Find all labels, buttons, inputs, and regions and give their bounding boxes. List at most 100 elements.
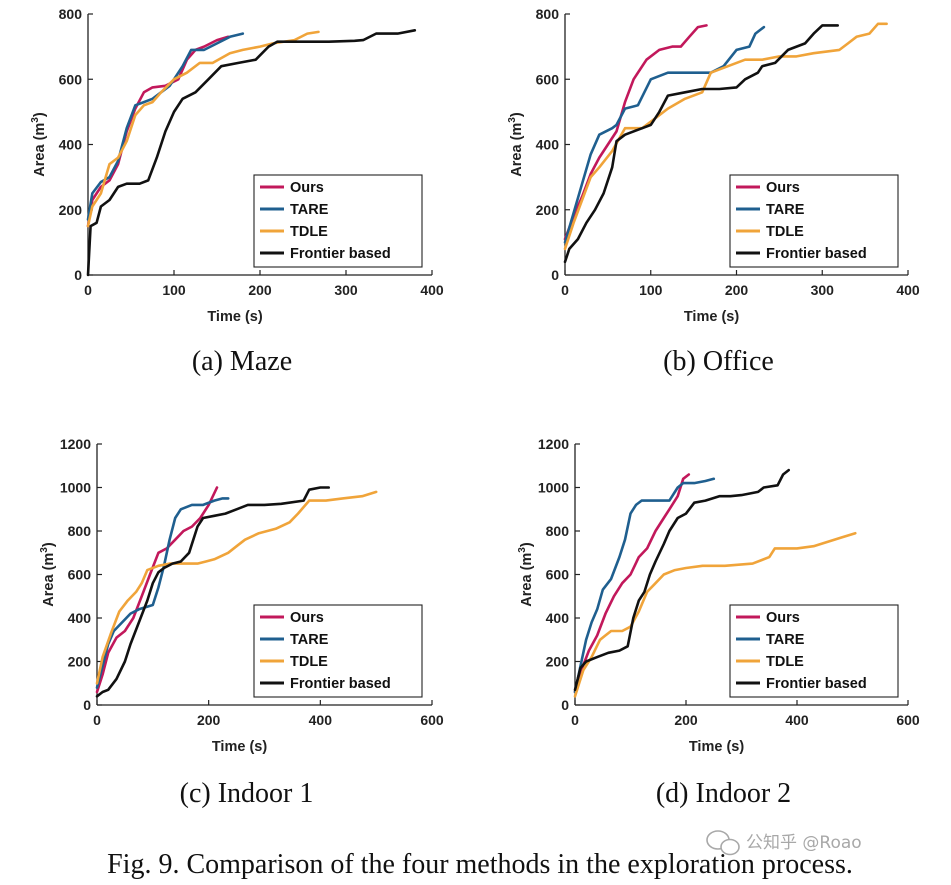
- watermark-text: 公知乎 @Roao: [746, 833, 862, 853]
- y-axis-label-superscript: 3: [39, 547, 50, 553]
- y-tick-label: 800: [68, 523, 92, 539]
- legend-label: Ours: [766, 610, 800, 626]
- x-axis-label: Time (s): [684, 309, 740, 325]
- y-axis-label-superscript: 3: [517, 547, 528, 553]
- y-tick-label: 800: [536, 6, 560, 22]
- legend-label: Ours: [290, 180, 324, 196]
- y-axis-label-close: ): [32, 112, 48, 117]
- series-line-ours: [86, 35, 230, 228]
- legend-label: Frontier based: [766, 676, 867, 692]
- series-line-frontier-based: [95, 486, 330, 698]
- series-line-frontier-based: [86, 29, 417, 277]
- wechat-icon: [706, 830, 740, 856]
- legend-label: TARE: [290, 632, 329, 648]
- y-tick-label: 0: [83, 697, 91, 713]
- y-axis-label-text: Area (m: [509, 123, 525, 177]
- series-line-tare: [86, 32, 245, 221]
- x-tick-label: 600: [420, 712, 444, 728]
- legend-label: TDLE: [766, 654, 804, 670]
- series-line-tdle: [563, 22, 888, 251]
- legend-label: Frontier based: [290, 676, 391, 692]
- series-line-tdle: [573, 531, 857, 698]
- legend-label: TARE: [290, 202, 329, 218]
- x-tick-label: 0: [93, 712, 101, 728]
- y-axis-label-close: ): [41, 542, 57, 547]
- series-line-ours: [563, 24, 708, 241]
- x-tick-label: 200: [725, 282, 749, 298]
- series-line-tare: [573, 477, 716, 694]
- subcaption: (b) Office: [663, 346, 774, 377]
- series-line-tare: [95, 497, 230, 689]
- legend-label: TDLE: [290, 224, 328, 240]
- y-axis-label-text: Area (m: [41, 553, 57, 607]
- y-tick-label: 600: [536, 71, 560, 87]
- subcaption: (c) Indoor 1: [180, 778, 314, 809]
- x-axis-label: Time (s): [212, 739, 268, 755]
- chart-office: 0 100 200 300 400 0 200 400 600 800 Time (s) Area (…: [507, 6, 920, 377]
- x-tick-label: 400: [785, 712, 809, 728]
- y-tick-label: 200: [536, 202, 560, 218]
- y-axis-label-close: ): [509, 112, 525, 117]
- legend-label: Ours: [766, 180, 800, 196]
- chart-indoor-2: 0 200 400 600 0 200 400 600 800 1000 1200 Time (s) A…: [517, 436, 920, 809]
- legend-label: TDLE: [290, 654, 328, 670]
- y-axis-label-close: ): [519, 542, 535, 547]
- y-tick-label: 0: [561, 697, 569, 713]
- x-tick-label: 400: [896, 282, 920, 298]
- y-tick-label: 400: [68, 610, 92, 626]
- y-tick-label: 800: [546, 523, 570, 539]
- chart-maze: 0 100 200 300 400 0 200 400 600 800 Time (s) Area (…: [30, 6, 444, 377]
- x-tick-label: 300: [811, 282, 835, 298]
- y-tick-label: 0: [74, 267, 82, 283]
- x-tick-label: 0: [84, 282, 92, 298]
- y-tick-label: 200: [59, 202, 83, 218]
- y-axis-label-superscript: 3: [30, 117, 41, 123]
- y-axis-label: Area (m3): [517, 542, 535, 607]
- y-tick-label: 200: [546, 654, 570, 670]
- y-axis-label: Area (m3): [507, 112, 525, 177]
- y-tick-label: 400: [59, 137, 83, 153]
- y-axis-label-text: Area (m: [32, 123, 48, 177]
- x-tick-label: 400: [309, 712, 333, 728]
- x-tick-label: 100: [639, 282, 663, 298]
- y-axis-label-text: Area (m: [519, 553, 535, 607]
- y-axis-label-superscript: 3: [507, 117, 518, 123]
- series-line-frontier-based: [573, 468, 790, 692]
- series-line-ours: [95, 486, 219, 694]
- y-tick-label: 400: [546, 610, 570, 626]
- x-tick-label: 300: [334, 282, 358, 298]
- y-tick-label: 600: [546, 567, 570, 583]
- legend-label: Ours: [290, 610, 324, 626]
- x-tick-label: 200: [248, 282, 272, 298]
- y-tick-label: 1000: [60, 480, 91, 496]
- series-line-frontier-based: [563, 24, 839, 264]
- y-axis-label: Area (m3): [30, 112, 48, 177]
- x-axis-label: Time (s): [207, 309, 263, 325]
- x-axis-label: Time (s): [689, 739, 745, 755]
- x-tick-label: 200: [197, 712, 221, 728]
- y-tick-label: 600: [59, 71, 83, 87]
- y-tick-label: 200: [68, 654, 92, 670]
- y-tick-label: 1200: [60, 436, 91, 452]
- legend-label: Frontier based: [290, 246, 391, 262]
- x-tick-label: 400: [420, 282, 444, 298]
- x-tick-label: 200: [674, 712, 698, 728]
- series-line-ours: [573, 473, 691, 694]
- y-tick-label: 1200: [538, 436, 569, 452]
- x-tick-label: 600: [896, 712, 920, 728]
- y-axis-label: Area (m3): [39, 542, 57, 607]
- y-tick-label: 800: [59, 6, 83, 22]
- legend-label: TARE: [766, 632, 805, 648]
- y-tick-label: 600: [68, 567, 92, 583]
- x-tick-label: 0: [561, 282, 569, 298]
- y-tick-label: 0: [551, 267, 559, 283]
- watermark: 公知乎 @Roao: [706, 830, 862, 856]
- legend-label: TDLE: [766, 224, 804, 240]
- legend-label: TARE: [766, 202, 805, 218]
- figure-caption: Fig. 9. Comparison of the four methods i…: [107, 849, 853, 880]
- x-tick-label: 0: [571, 712, 579, 728]
- y-tick-label: 400: [536, 137, 560, 153]
- subcaption: (d) Indoor 2: [656, 778, 791, 809]
- series-line-tdle: [86, 30, 320, 228]
